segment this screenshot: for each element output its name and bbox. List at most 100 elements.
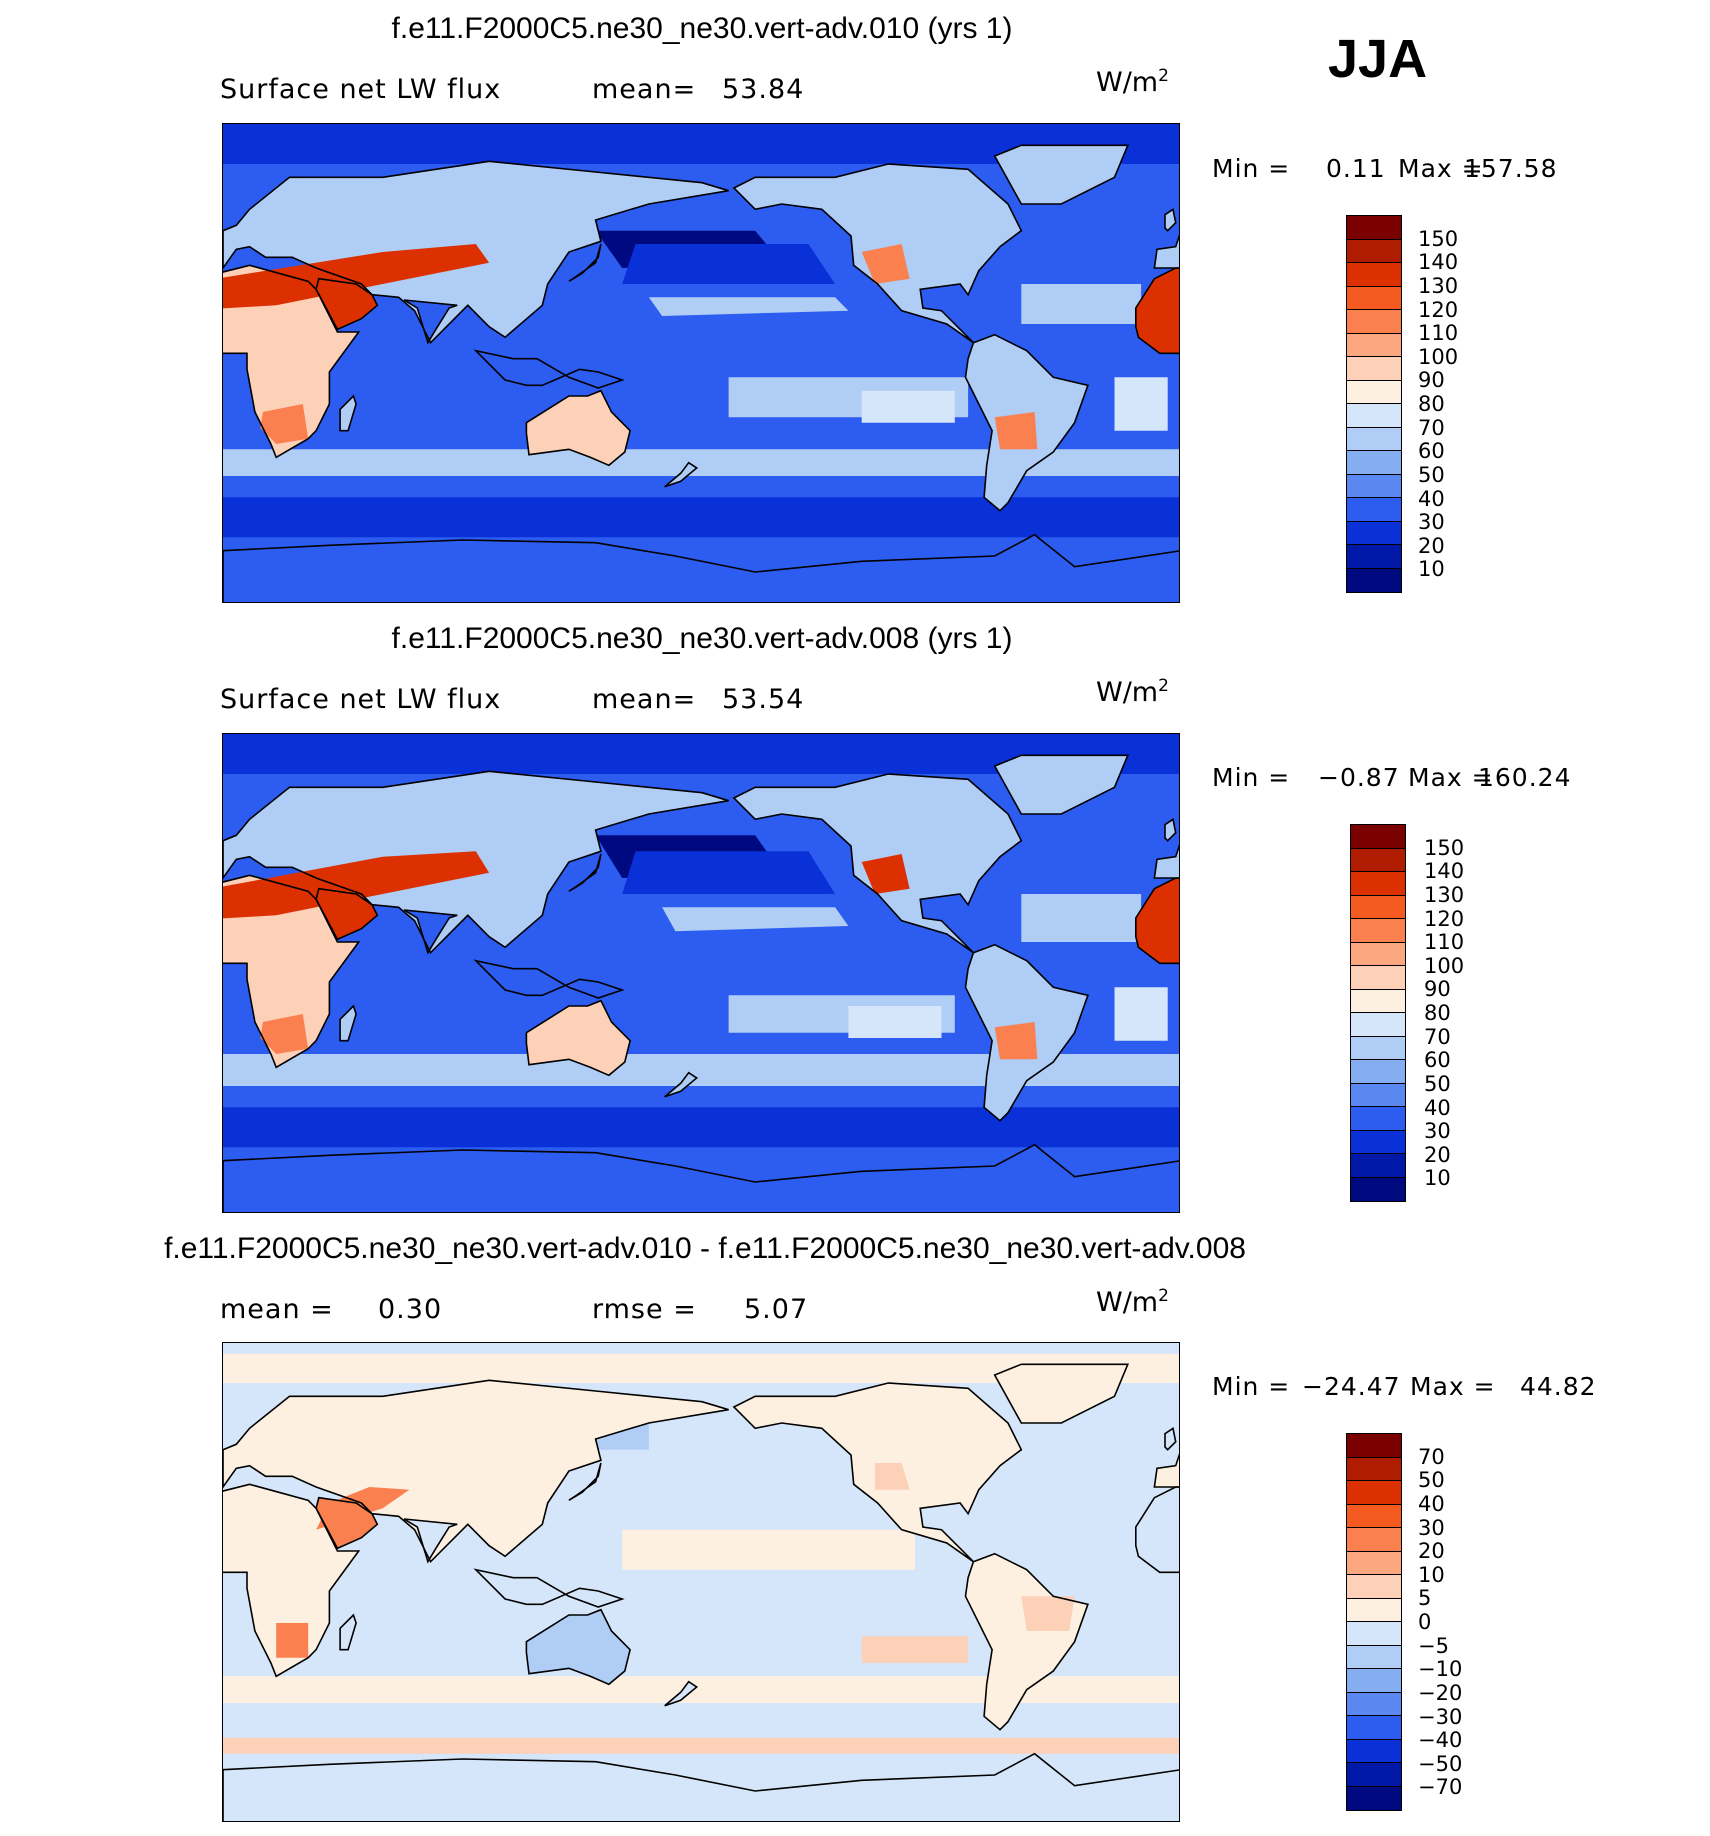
map-coastline: [315, 887, 379, 941]
colorbar-swatch: [1351, 1060, 1405, 1084]
map-land-fill: [526, 1000, 631, 1076]
colorbar-tick-label: −20: [1418, 1680, 1463, 1705]
map-coastline: [223, 1143, 1179, 1212]
map-field-contour: [1021, 284, 1142, 324]
colorbar-tick-label: 40: [1418, 1491, 1445, 1516]
map-land-fill: [404, 910, 458, 953]
panel-3-colorbar: [1346, 1433, 1402, 1811]
colorbar-tick-label: −30: [1418, 1704, 1463, 1729]
colorbar-swatch: [1351, 872, 1405, 896]
map-coastline: [223, 1379, 729, 1564]
map-field-contour: [1021, 894, 1142, 942]
colorbar-tick-label: 50: [1424, 1071, 1451, 1096]
colorbar-swatch: [1347, 568, 1401, 592]
season-label: JJA: [1328, 29, 1428, 89]
colorbar-tick-label: 150: [1418, 226, 1459, 251]
map-coastline: [993, 144, 1129, 205]
colorbar-tick-label: 20: [1418, 1539, 1445, 1564]
colorbar-swatch: [1347, 427, 1401, 451]
map-field-contour: [223, 1054, 1179, 1086]
panel-1-title: f.e11.F2000C5.ne30_ne30.vert-adv.010 (yr…: [391, 12, 1013, 45]
map-field-contour: [861, 390, 955, 423]
map-field-contour: [994, 412, 1038, 450]
colorbar-swatch: [1347, 380, 1401, 404]
colorbar-tick-label: 140: [1418, 250, 1459, 275]
panel-3-units-exponent: 2: [1158, 1286, 1169, 1306]
colorbar-tick-label: 10: [1418, 557, 1445, 582]
colorbar-swatch: [1347, 1575, 1401, 1599]
map-land-fill: [475, 1569, 623, 1607]
map-field-contour: [223, 1737, 1179, 1754]
map-coastline: [732, 773, 1023, 954]
colorbar-tick-label: −5: [1418, 1633, 1449, 1658]
map-coastline: [732, 1382, 1023, 1563]
colorbar-tick-label: 50: [1418, 462, 1445, 487]
map-field-contour: [223, 851, 490, 919]
map-field-contour: [861, 854, 910, 894]
colorbar-tick-label: 0: [1418, 1610, 1432, 1634]
panel-2-mean-label: mean=: [592, 684, 697, 715]
map-coastline: [964, 333, 1089, 512]
map-coastline: [403, 1518, 458, 1564]
colorbar-swatch: [1347, 333, 1401, 357]
colorbar-tick-label: 20: [1424, 1142, 1451, 1167]
panel-2-units-exponent: 2: [1158, 676, 1169, 696]
map-land-fill: [1135, 878, 1179, 964]
map-land-fill: [223, 1484, 359, 1677]
map-land-fill: [526, 1609, 631, 1685]
map-land-fill: [1154, 846, 1179, 878]
map-coastline: [339, 1004, 357, 1042]
colorbar-swatch: [1351, 942, 1405, 966]
map-coastline: [1164, 207, 1177, 232]
panel-2-variable-label: Surface net LW flux: [220, 684, 502, 715]
map-field-contour: [848, 1006, 942, 1038]
colorbar-tick-label: 40: [1424, 1095, 1451, 1120]
map-land-fill: [404, 300, 458, 343]
panel-3-map: [222, 1342, 1180, 1822]
panel-3-rmse-value: 5.07: [744, 1294, 809, 1325]
map-field-contour: [622, 1529, 915, 1570]
panel-2-mean-value: 53.54: [722, 684, 805, 715]
colorbar-tick-label: 100: [1418, 344, 1459, 369]
map-land-fill: [475, 960, 623, 998]
colorbar-tick-label: 90: [1424, 977, 1451, 1002]
colorbar-tick-label: 140: [1424, 859, 1465, 884]
map-coastline: [525, 1608, 631, 1686]
colorbar-tick-label: 10: [1424, 1166, 1451, 1191]
panel-3-units: W/m2: [1096, 1286, 1169, 1318]
map-land-fill: [340, 1615, 357, 1650]
map-coastline: [732, 163, 1023, 344]
colorbar-tick-label: 10: [1418, 1562, 1445, 1587]
map-coastline: [473, 1568, 625, 1608]
map-field-contour: [223, 124, 1179, 164]
colorbar-tick-label: 80: [1424, 1001, 1451, 1025]
panel-2-max-label: Max =: [1408, 763, 1494, 792]
colorbar-swatch: [1347, 1645, 1401, 1669]
map-coastline: [964, 1552, 1089, 1731]
map-land-fill: [223, 534, 1179, 602]
colorbar-tick-label: 60: [1418, 439, 1445, 464]
panel-1-units-exponent: 2: [1158, 66, 1169, 86]
map-coastline: [223, 160, 729, 345]
colorbar-swatch: [1347, 1528, 1401, 1552]
colorbar-tick-label: 120: [1418, 297, 1459, 322]
colorbar-tick-label: 80: [1418, 392, 1445, 416]
map-land-fill: [223, 1144, 1179, 1212]
colorbar-tick-label: 100: [1424, 953, 1465, 978]
map-land-fill: [526, 390, 631, 466]
colorbar-swatch: [1351, 1177, 1405, 1201]
map-coastline: [1153, 234, 1179, 269]
map-coastline: [473, 959, 625, 999]
map-coastline: [223, 264, 361, 459]
map-coastline: [223, 770, 729, 955]
map-field-contour: [223, 1107, 1179, 1148]
colorbar-swatch: [1347, 404, 1401, 428]
colorbar-swatch: [1351, 966, 1405, 990]
colorbar-swatch: [1347, 1669, 1401, 1693]
colorbar-swatch: [1347, 263, 1401, 287]
panel-3-colorbar-labels: 70 50 40 30 20 10 5 0 −5 −10 −20 −30 −40 −50 −70: [1418, 1433, 1498, 1811]
colorbar-swatch: [1347, 1481, 1401, 1505]
panel-3-title: f.e11.F2000C5.ne30_ne30.vert-adv.010 - f…: [164, 1232, 1246, 1265]
colorbar-swatch: [1351, 1013, 1405, 1037]
map-land-fill: [1154, 236, 1179, 268]
